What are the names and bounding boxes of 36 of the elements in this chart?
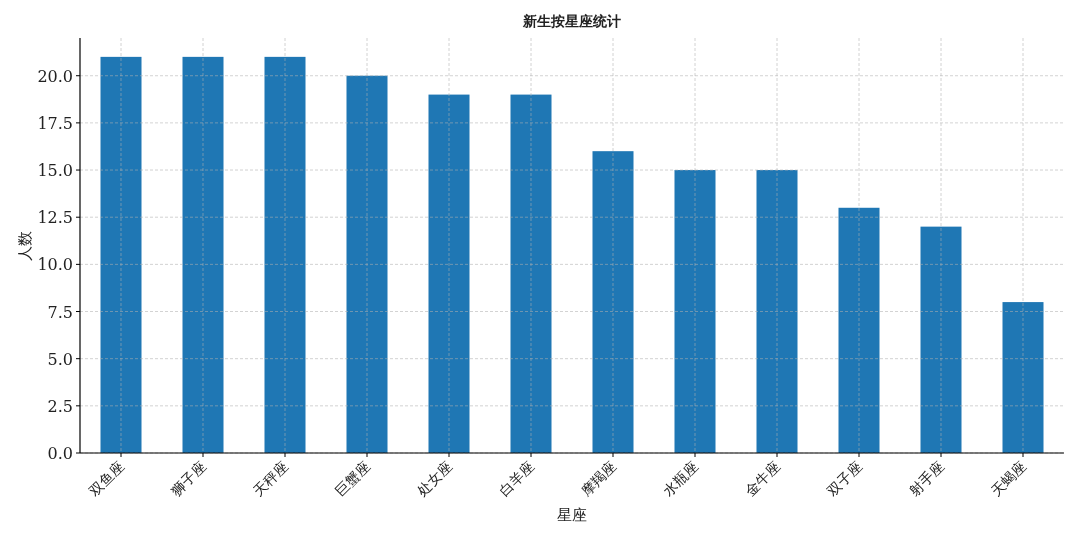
y-axis-title: 人数: [16, 230, 34, 261]
bar: [920, 226, 962, 453]
x-tick-label: 金牛座: [742, 457, 784, 499]
y-tick-label: 12.5: [37, 208, 73, 228]
bar: [756, 170, 798, 453]
bar: [592, 151, 634, 453]
x-tick-label: 双鱼座: [86, 457, 128, 499]
y-tick-label: 0.0: [47, 444, 73, 463]
y-tick-label: 15.0: [37, 161, 73, 181]
x-tick-label: 狮子座: [168, 457, 210, 499]
bar: [264, 56, 306, 453]
bar: [428, 94, 470, 453]
x-tick-label: 双子座: [824, 457, 866, 499]
y-tick-label: 10.0: [37, 255, 73, 275]
bar: [838, 207, 880, 453]
x-tick-label: 射手座: [906, 457, 948, 499]
x-tick-label: 巨蟹座: [332, 457, 374, 499]
x-tick-label: 摩羯座: [578, 457, 620, 499]
x-tick-label: 天蝎座: [988, 457, 1030, 499]
bar: [346, 75, 388, 453]
x-axis-title: 星座: [557, 506, 587, 524]
bar: [510, 94, 552, 453]
bar: [1002, 302, 1044, 453]
x-tick-label: 水瓶座: [660, 457, 702, 499]
bar: [674, 170, 716, 453]
y-tick-label: 7.5: [47, 302, 73, 322]
x-tick-label: 天秤座: [250, 457, 292, 499]
x-tick-label: 白羊座: [496, 457, 538, 499]
y-tick-label: 2.5: [47, 396, 73, 416]
bar: [100, 56, 142, 453]
bar: [182, 56, 224, 453]
y-tick-label: 17.5: [37, 113, 73, 133]
y-tick-label: 20.0: [37, 66, 73, 86]
x-tick-label: 处女座: [414, 457, 456, 499]
chart-title: 新生按星座统计: [522, 13, 621, 29]
y-tick-label: 5.0: [47, 349, 73, 369]
